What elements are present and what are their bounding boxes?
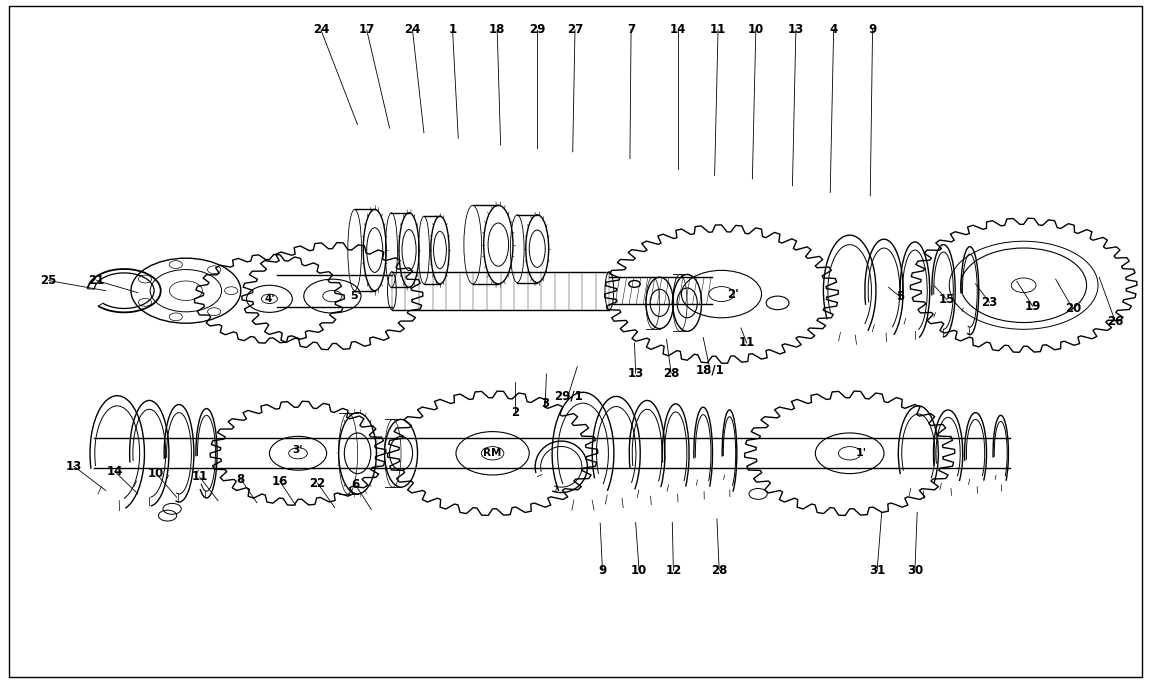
Text: 10: 10 (748, 23, 764, 36)
Text: 29: 29 (529, 23, 545, 36)
Text: RM: RM (483, 448, 501, 458)
Text: 23: 23 (981, 296, 997, 309)
Text: 14: 14 (107, 465, 123, 478)
Text: 13: 13 (66, 460, 82, 473)
Text: 21: 21 (89, 274, 105, 287)
Text: 11: 11 (710, 23, 726, 36)
Text: 22: 22 (309, 477, 325, 490)
Text: 26: 26 (1107, 315, 1124, 328)
Text: 24: 24 (313, 23, 329, 36)
Text: 1': 1' (856, 448, 867, 458)
Text: 19: 19 (1025, 300, 1041, 313)
Text: 28: 28 (662, 367, 680, 380)
Text: 3: 3 (542, 398, 550, 410)
Text: 16: 16 (271, 475, 288, 488)
Text: 2: 2 (512, 406, 520, 419)
Text: 14: 14 (669, 23, 687, 36)
Text: 9: 9 (598, 564, 606, 577)
Text: 20: 20 (1065, 303, 1081, 316)
Text: 8: 8 (237, 473, 245, 486)
Text: 5: 5 (896, 290, 904, 303)
Text: 13: 13 (628, 367, 644, 380)
Text: 6: 6 (351, 478, 360, 491)
Text: 13: 13 (788, 23, 804, 36)
Text: 2': 2' (727, 288, 738, 301)
Text: 30: 30 (906, 564, 923, 577)
Text: 11: 11 (738, 336, 754, 350)
Text: 4': 4' (264, 294, 275, 304)
Text: 9: 9 (868, 23, 876, 36)
Text: 15: 15 (938, 293, 956, 306)
Text: 10: 10 (148, 467, 164, 480)
Text: 5': 5' (350, 291, 361, 301)
Text: 10: 10 (631, 564, 647, 577)
Text: 28: 28 (711, 564, 728, 577)
Text: 24: 24 (405, 23, 421, 36)
Text: 3': 3' (293, 445, 304, 455)
Text: 4: 4 (829, 23, 837, 36)
Text: 1: 1 (448, 23, 457, 36)
Text: 18/1: 18/1 (696, 363, 724, 376)
Text: 18: 18 (489, 23, 505, 36)
Text: 7: 7 (627, 23, 635, 36)
Text: 17: 17 (359, 23, 375, 36)
Text: 11: 11 (192, 471, 208, 484)
Text: 12: 12 (666, 564, 682, 577)
Text: 31: 31 (869, 564, 886, 577)
Text: 27: 27 (567, 23, 583, 36)
Text: 25: 25 (40, 274, 56, 287)
Text: 29/1: 29/1 (554, 389, 583, 402)
